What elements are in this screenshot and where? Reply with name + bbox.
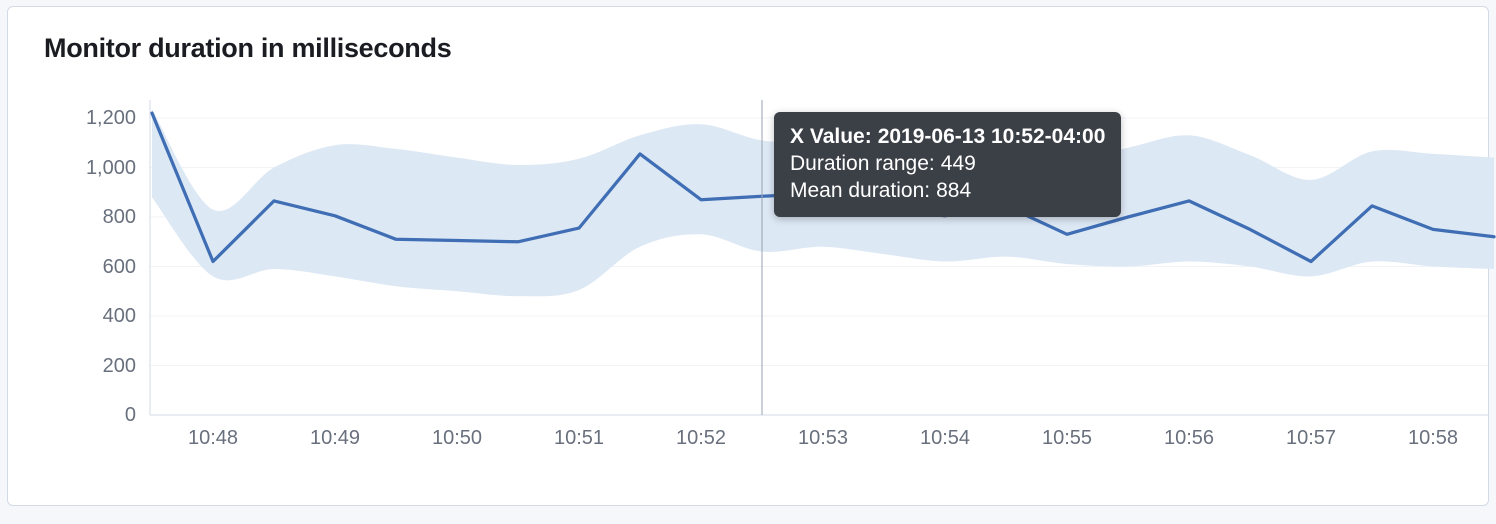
tooltip-mean-duration-value: 884 [936,179,972,202]
tooltip-duration-range-value: 449 [940,152,976,175]
y-tick-label: 400 [102,305,136,327]
x-tick-label: 10:55 [1041,427,1093,449]
tooltip-x-value-text: 2019-06-13 10:52-04:00 [877,125,1106,148]
x-tick-label: 10:50 [431,427,483,449]
y-tick-label: 800 [102,206,136,228]
y-tick-label: 1,200 [85,107,136,129]
y-tick-label: 200 [102,354,136,377]
y-tick-label: 600 [102,255,136,278]
x-tick-label: 10:48 [187,427,239,449]
x-tick-label: 10:56 [1163,427,1215,449]
tooltip-mean-duration-label: Mean duration: [790,179,931,202]
x-tick-label: 10:52 [675,427,727,449]
x-tick-label: 10:54 [919,427,971,449]
x-tick-label: 10:53 [797,427,849,449]
y-tick-label: 0 [124,404,136,426]
chart-tooltip: X Value: 2019-06-13 10:52-04:00 Duration … [774,112,1122,217]
x-tick-label: 10:49 [309,427,361,449]
tooltip-x-value: X Value: 2019-06-13 10:52-04:00 [790,123,1105,150]
y-tick-label: 1,000 [85,156,136,179]
x-tick-label: 10:58 [1407,427,1459,449]
x-tick-label: 10:57 [1285,427,1337,449]
tooltip-duration-range-label: Duration range: [790,152,935,175]
chart-title: Monitor duration in milliseconds [44,33,452,63]
tooltip-x-label: X Value: [790,125,872,148]
tooltip-mean-duration: Mean duration: 884 [790,177,1105,204]
tooltip-duration-range: Duration range: 449 [790,150,1105,177]
x-tick-label: 10:51 [553,427,605,449]
